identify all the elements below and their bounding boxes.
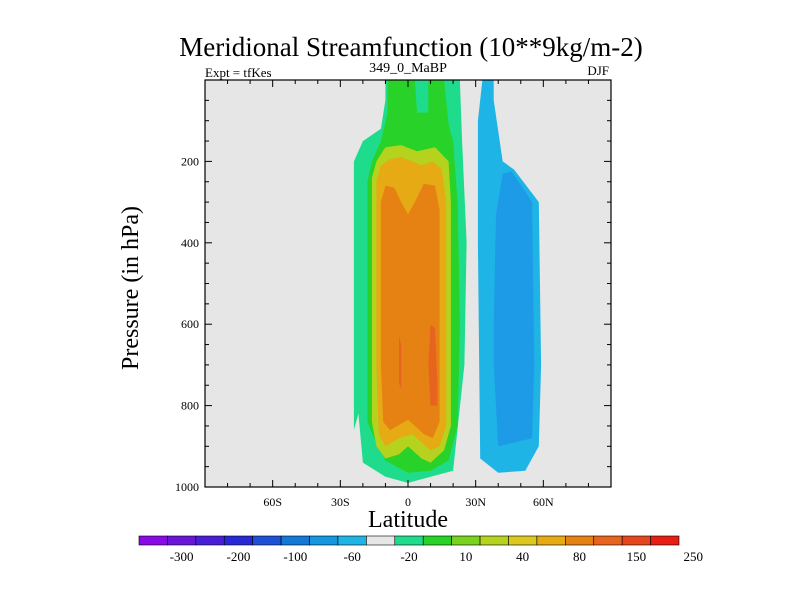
- colorbar-label: -20: [400, 549, 417, 564]
- colorbar-swatch: [252, 535, 282, 546]
- y-tick-label: 800: [181, 399, 199, 413]
- colorbar-swatch: [536, 535, 566, 546]
- colorbar-label: -200: [227, 549, 251, 564]
- y-tick-label: 600: [181, 317, 199, 331]
- colorbar-swatch: [223, 535, 253, 546]
- colorbar-swatch: [565, 535, 595, 546]
- y-tick-label: 200: [181, 154, 199, 168]
- colorbar: -300 -200 -100 -60 -20 10 40 80 150 250: [138, 535, 703, 564]
- x-tick-label: 0: [405, 495, 411, 509]
- colorbar-swatch: [195, 535, 225, 546]
- colorbar-swatch: [621, 535, 651, 546]
- colorbar-swatch: [138, 535, 168, 546]
- contour-layer: [353, 80, 542, 483]
- colorbar-label: -300: [170, 549, 194, 564]
- subtitle-left: Expt = tfKes: [205, 65, 272, 80]
- colorbar-label: 40: [516, 549, 529, 564]
- colorbar-swatch: [508, 535, 538, 546]
- y-tick-label: 400: [181, 236, 199, 250]
- colorbar-label: -100: [283, 549, 307, 564]
- contour-region-8: [428, 324, 438, 406]
- colorbar-swatch: [167, 535, 197, 546]
- y-axis: 200 400 600 800 1000: [175, 99, 611, 494]
- contour-region-6: [380, 183, 440, 439]
- colorbar-swatch: [451, 535, 481, 546]
- colorbar-swatch: [337, 535, 367, 546]
- colorbar-label: 10: [459, 549, 472, 564]
- x-tick-label: 60S: [263, 495, 282, 509]
- colorbar-label: 80: [573, 549, 586, 564]
- x-axis: 60S 30S 0 30N 60N: [204, 80, 612, 509]
- x-tick-label: 30S: [331, 495, 350, 509]
- colorbar-swatch: [309, 535, 339, 546]
- y-axis-label: Pressure (in hPa): [118, 206, 144, 370]
- chart-title: Meridional Streamfunction (10**9kg/m-2): [179, 32, 642, 62]
- colorbar-swatch: [650, 535, 680, 546]
- x-tick-label: 60N: [533, 495, 554, 509]
- colorbar-label: -60: [343, 549, 360, 564]
- colorbar-label: 150: [627, 549, 647, 564]
- colorbar-swatch: [422, 535, 452, 546]
- contour-region-7: [399, 336, 402, 390]
- colorbar-swatch: [366, 535, 396, 546]
- contour-region-9: [493, 171, 535, 447]
- subtitle-center: 349_0_MaBP: [369, 61, 447, 76]
- x-axis-label: Latitude: [368, 507, 448, 533]
- subtitle-right: DJF: [587, 63, 609, 78]
- colorbar-swatch: [280, 535, 310, 546]
- colorbar-swatch: [394, 535, 424, 546]
- colorbar-label: 250: [683, 549, 703, 564]
- x-tick-label: 30N: [465, 495, 486, 509]
- colorbar-swatch: [593, 535, 623, 546]
- y-tick-label: 1000: [175, 480, 199, 494]
- colorbar-swatch: [479, 535, 509, 546]
